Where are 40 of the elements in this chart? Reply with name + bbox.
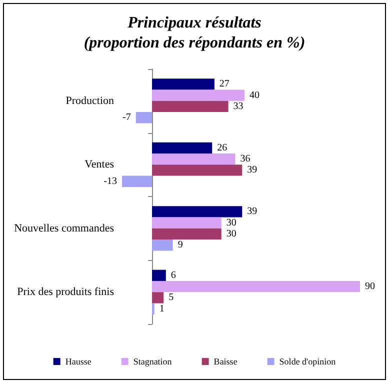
bar	[136, 112, 152, 124]
bar	[152, 78, 214, 90]
bar	[122, 176, 152, 187]
y-tick-label: Production	[66, 94, 114, 107]
bar	[152, 100, 228, 112]
data-label: 5	[168, 292, 174, 304]
data-label: 39	[247, 164, 258, 176]
legend-label: Solde d'opinion	[279, 356, 336, 366]
data-label: 39	[247, 206, 258, 218]
y-tick-label: Nouvelles commandes	[14, 222, 114, 234]
bar	[152, 206, 242, 218]
bar	[152, 270, 166, 281]
data-label: 6	[170, 270, 176, 281]
y-tick-label: Prix des produits finis	[17, 286, 114, 298]
legend-label: Hausse	[65, 356, 92, 366]
data-label: 30	[226, 228, 236, 240]
bar	[152, 228, 222, 240]
data-label: 9	[178, 240, 183, 251]
bar	[152, 164, 242, 176]
bar	[152, 153, 236, 165]
bar	[152, 292, 164, 304]
data-label: 33	[233, 100, 244, 112]
data-label: -7	[122, 112, 131, 124]
y-tick-label: Ventes	[84, 158, 114, 171]
data-label: 90	[365, 281, 375, 292]
data-label: 26	[217, 142, 228, 154]
chart-title: Principaux résultats (proportion des répondants en %)	[84, 14, 306, 52]
data-label: 40	[249, 90, 260, 101]
bar	[152, 280, 360, 292]
data-label: 1	[159, 303, 164, 314]
bar	[152, 90, 244, 101]
data-label: 30	[226, 217, 236, 228]
data-label: -13	[104, 176, 117, 187]
data-label: 27	[219, 78, 230, 90]
legend-label: Stagnation	[133, 356, 172, 366]
bar	[152, 240, 173, 251]
bar	[152, 217, 222, 228]
legend-label: Baisse	[214, 356, 238, 366]
data-label: 36	[240, 154, 250, 165]
bar	[152, 142, 212, 154]
